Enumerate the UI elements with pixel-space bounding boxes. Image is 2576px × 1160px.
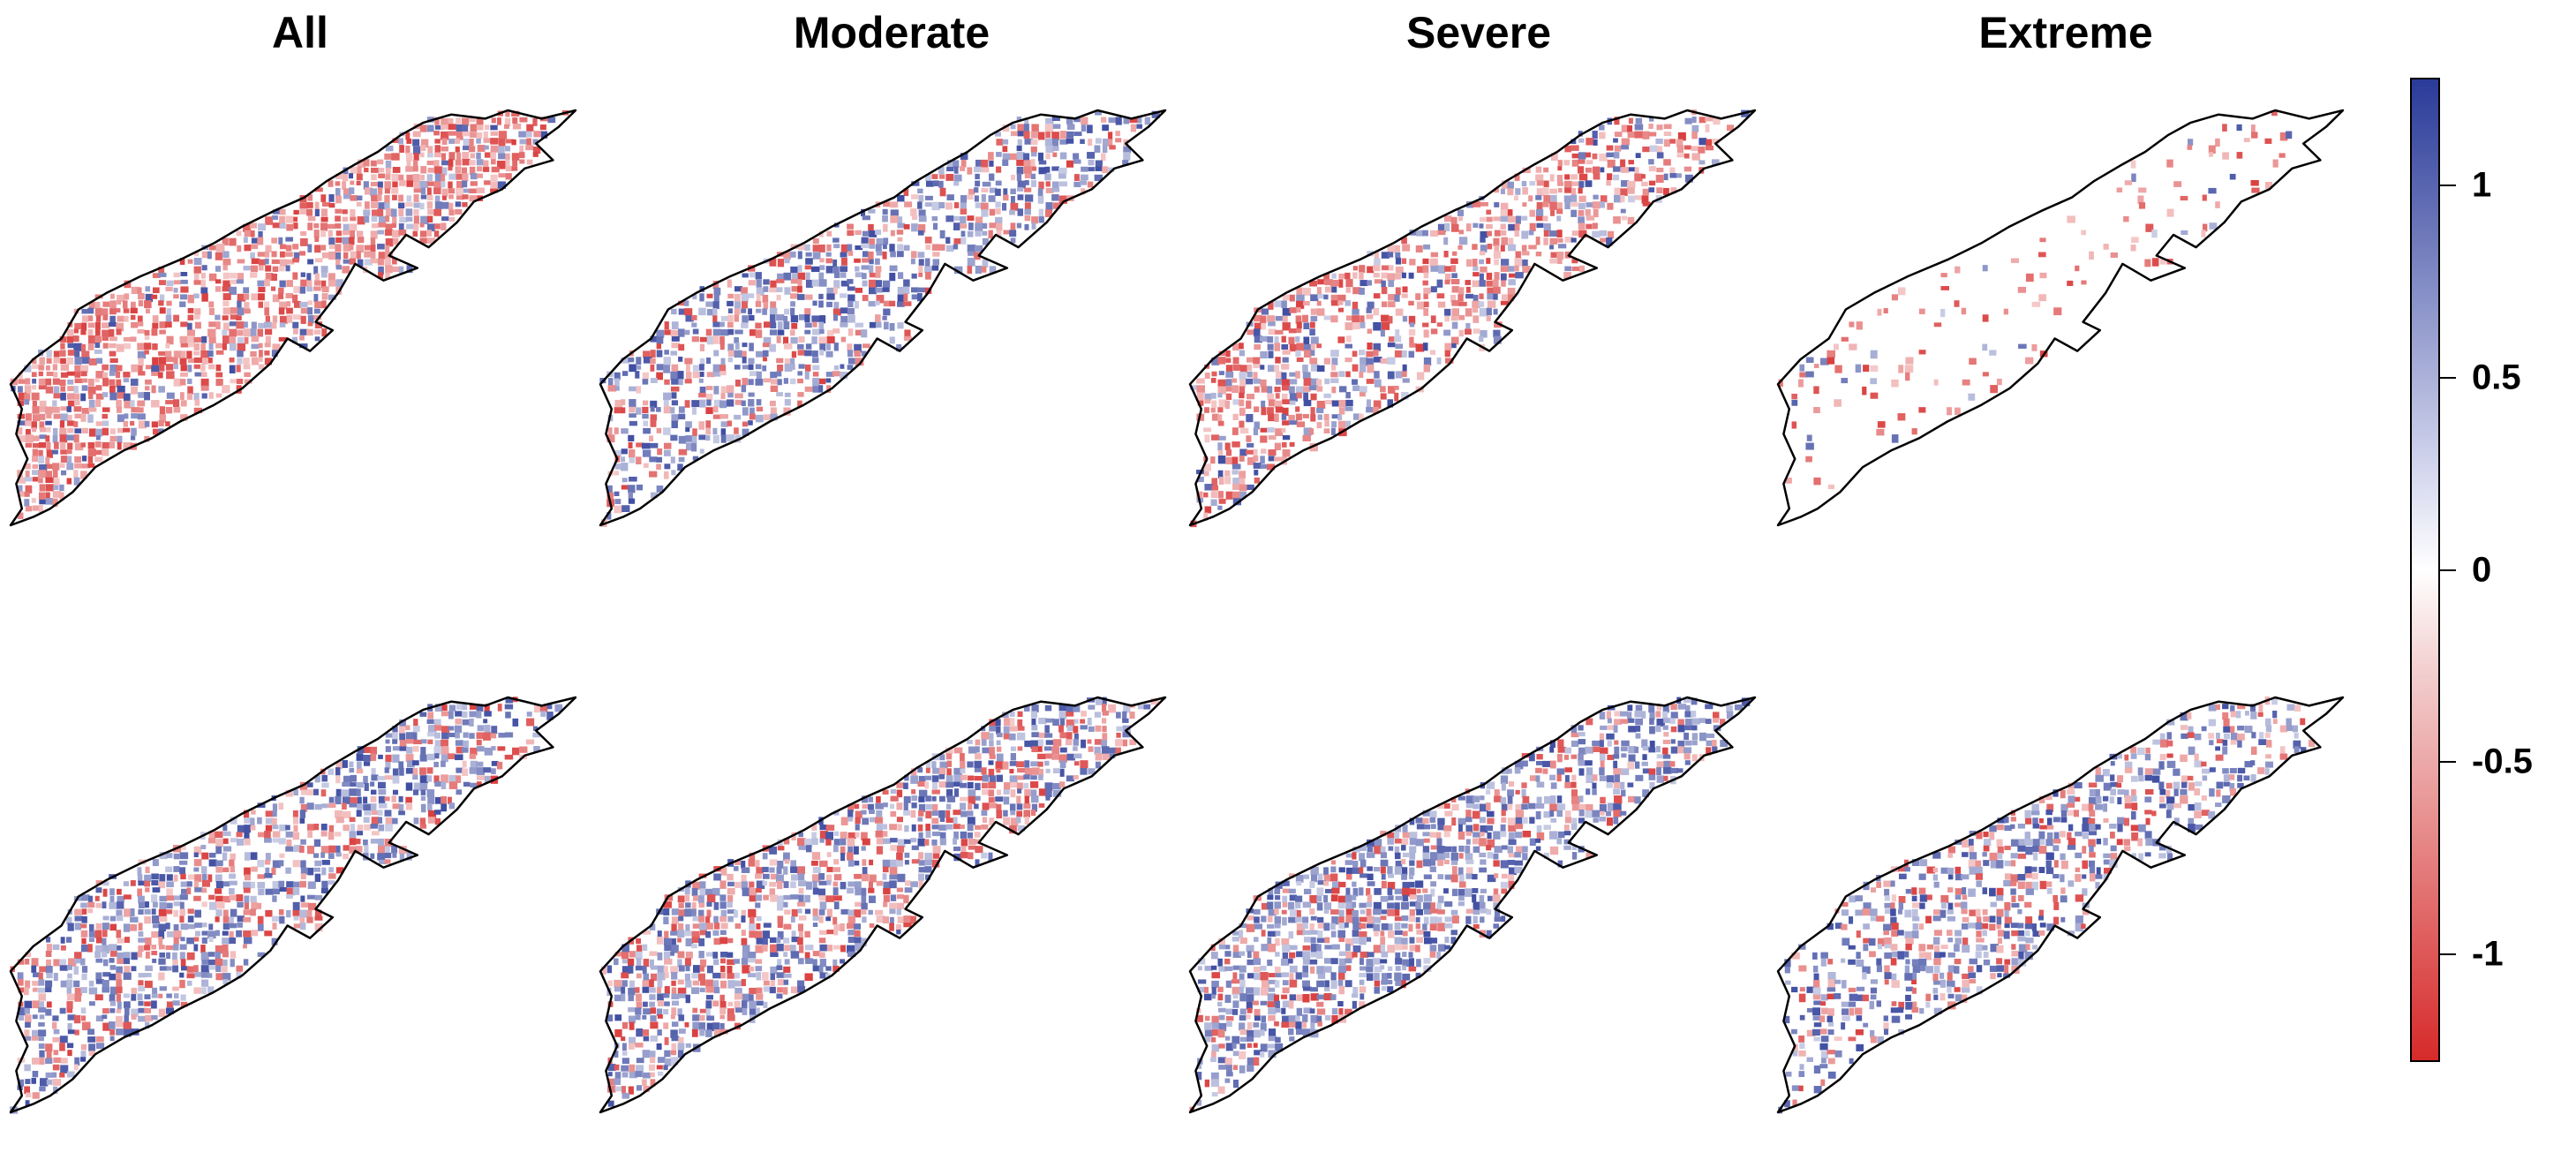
coastline-outline (1776, 696, 2345, 1114)
colorbar (2410, 78, 2440, 1062)
colorbar-tick (2440, 953, 2456, 956)
map-panel-row2-extreme (1776, 696, 2345, 1114)
map-panel-row1-all (9, 109, 577, 527)
colorbar-tick-label: -0.5 (2472, 742, 2533, 781)
colorbar-tick (2440, 184, 2456, 186)
coastline-outline (599, 696, 1167, 1114)
pixel-layer (10, 697, 563, 1114)
coastline-outline (1188, 696, 1757, 1114)
colorbar-tick (2440, 376, 2456, 379)
panel-title-moderate: Moderate (793, 8, 990, 57)
pixel-layer (1189, 109, 1750, 528)
coastline-outline (9, 696, 577, 1114)
panel-title-all: All (272, 8, 328, 57)
pixel-layer (599, 109, 1160, 527)
colorbar-tick-label: 1 (2472, 165, 2492, 205)
map-panel-row1-severe (1188, 109, 1757, 528)
map-panel-row2-all (9, 696, 577, 1114)
pixel-layer (1189, 697, 1751, 1112)
pixel-layer (1778, 697, 2316, 1114)
colorbar-tick (2440, 569, 2456, 571)
colorbar-tick-label: -1 (2472, 934, 2504, 974)
pixel-layer (600, 697, 1159, 1107)
coastline-outline (599, 109, 1167, 527)
map-panel-row2-moderate (599, 696, 1167, 1114)
panel-title-extreme: Extreme (1978, 8, 2153, 57)
pixel-layer (10, 109, 569, 519)
panel-title-severe: Severe (1405, 8, 1552, 57)
colorbar-tick-label: 0 (2472, 550, 2492, 589)
coastline-outline (1776, 109, 2345, 527)
pixel-layer (1778, 110, 2293, 490)
map-panel-row2-severe (1188, 696, 1757, 1114)
colorbar-tick (2440, 761, 2456, 764)
map-panel-row1-extreme (1776, 109, 2345, 527)
colorbar-tick-label: 0.5 (2472, 358, 2521, 397)
map-panel-row1-moderate (599, 109, 1167, 527)
coastline-outline (9, 109, 577, 527)
coastline-outline (1188, 109, 1757, 527)
